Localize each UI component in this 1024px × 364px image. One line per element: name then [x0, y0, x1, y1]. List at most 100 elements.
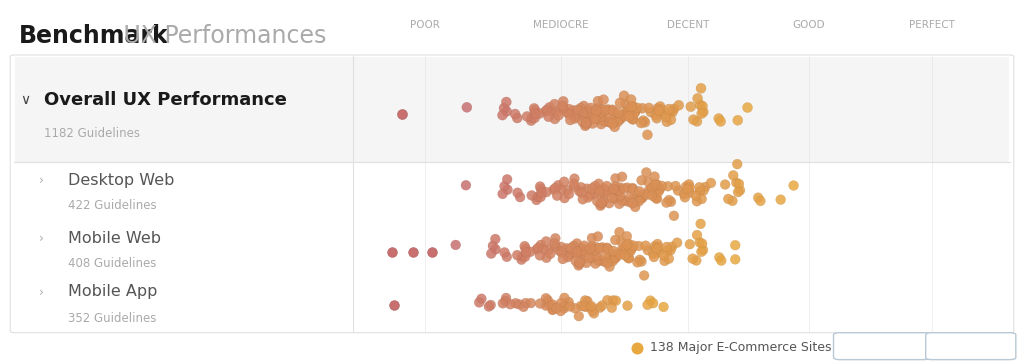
Point	[570, 188, 587, 194]
Point	[613, 174, 630, 180]
Point	[616, 244, 633, 250]
Point	[717, 182, 733, 187]
Point	[507, 111, 523, 117]
Point	[541, 301, 557, 307]
Point	[487, 236, 504, 242]
Point	[607, 255, 624, 261]
Point	[573, 245, 590, 251]
Point	[647, 194, 664, 200]
Point	[683, 104, 699, 110]
Point	[611, 113, 628, 119]
Point	[574, 109, 591, 115]
Point	[785, 183, 802, 189]
Point	[556, 303, 572, 309]
Point	[495, 300, 511, 306]
Point	[556, 195, 572, 201]
Point	[592, 203, 608, 209]
Point	[611, 115, 628, 121]
Point	[624, 104, 640, 110]
Text: Mobile App: Mobile App	[68, 284, 157, 300]
Point	[625, 116, 641, 122]
Point	[651, 186, 668, 192]
Point	[729, 161, 745, 167]
Point	[565, 181, 582, 187]
Point	[618, 233, 635, 239]
Point	[753, 198, 769, 204]
Point	[447, 242, 464, 248]
Point	[565, 243, 582, 249]
Text: 138 Major E-Commerce Sites: 138 Major E-Commerce Sites	[650, 341, 831, 355]
Point	[732, 187, 749, 193]
Point	[603, 305, 620, 310]
Point	[592, 189, 608, 195]
Point	[594, 302, 610, 308]
Point	[526, 115, 543, 121]
Point	[541, 114, 557, 120]
Point	[691, 184, 708, 190]
Point	[599, 297, 615, 303]
Point	[605, 256, 622, 262]
Point	[539, 189, 555, 195]
Text: ›: ›	[39, 232, 44, 245]
Point	[596, 118, 612, 124]
Point	[566, 115, 583, 121]
Point	[693, 249, 710, 255]
Point	[583, 305, 599, 310]
Point	[498, 295, 514, 301]
Point	[594, 244, 610, 250]
Point	[668, 183, 684, 189]
Point	[633, 191, 649, 197]
Point	[693, 111, 710, 116]
Point	[532, 186, 549, 192]
Text: Desktop Web: Desktop Web	[68, 173, 174, 188]
Point	[643, 187, 659, 193]
Point	[730, 189, 746, 195]
Text: ›: ›	[39, 174, 44, 187]
Point	[566, 184, 583, 190]
Point	[611, 188, 628, 194]
Point	[496, 105, 512, 111]
Point	[530, 245, 547, 251]
Point	[689, 232, 706, 238]
Point	[560, 299, 577, 305]
Point	[497, 183, 513, 189]
Point	[611, 201, 628, 207]
Point	[650, 250, 667, 256]
Point	[590, 106, 606, 111]
Point	[561, 111, 578, 117]
Point	[572, 105, 589, 111]
Point	[611, 188, 628, 194]
Point	[547, 241, 563, 246]
Point	[669, 240, 685, 246]
Point	[511, 301, 527, 307]
Point	[568, 114, 585, 119]
Point	[587, 248, 603, 253]
Point	[711, 254, 727, 260]
Point	[649, 196, 666, 202]
Point	[650, 189, 667, 194]
Text: UX Performances: UX Performances	[116, 24, 326, 48]
Point	[618, 241, 635, 247]
Point	[578, 121, 594, 127]
Point	[604, 195, 621, 201]
Point	[633, 177, 649, 183]
Point	[609, 119, 626, 125]
Point	[507, 300, 523, 306]
Point	[697, 184, 714, 190]
Point	[574, 119, 591, 124]
Point	[517, 246, 534, 252]
Text: COMPARE: COMPARE	[853, 341, 910, 351]
Point	[595, 198, 611, 204]
Point	[711, 116, 727, 122]
Point	[605, 297, 622, 303]
Point	[571, 261, 588, 266]
Point	[720, 196, 736, 202]
Point	[727, 242, 743, 248]
Point	[532, 194, 549, 200]
Point	[681, 181, 697, 187]
Point	[589, 198, 605, 204]
Point	[544, 108, 560, 114]
Point	[539, 107, 555, 113]
Point	[561, 304, 578, 309]
Point	[605, 188, 622, 194]
